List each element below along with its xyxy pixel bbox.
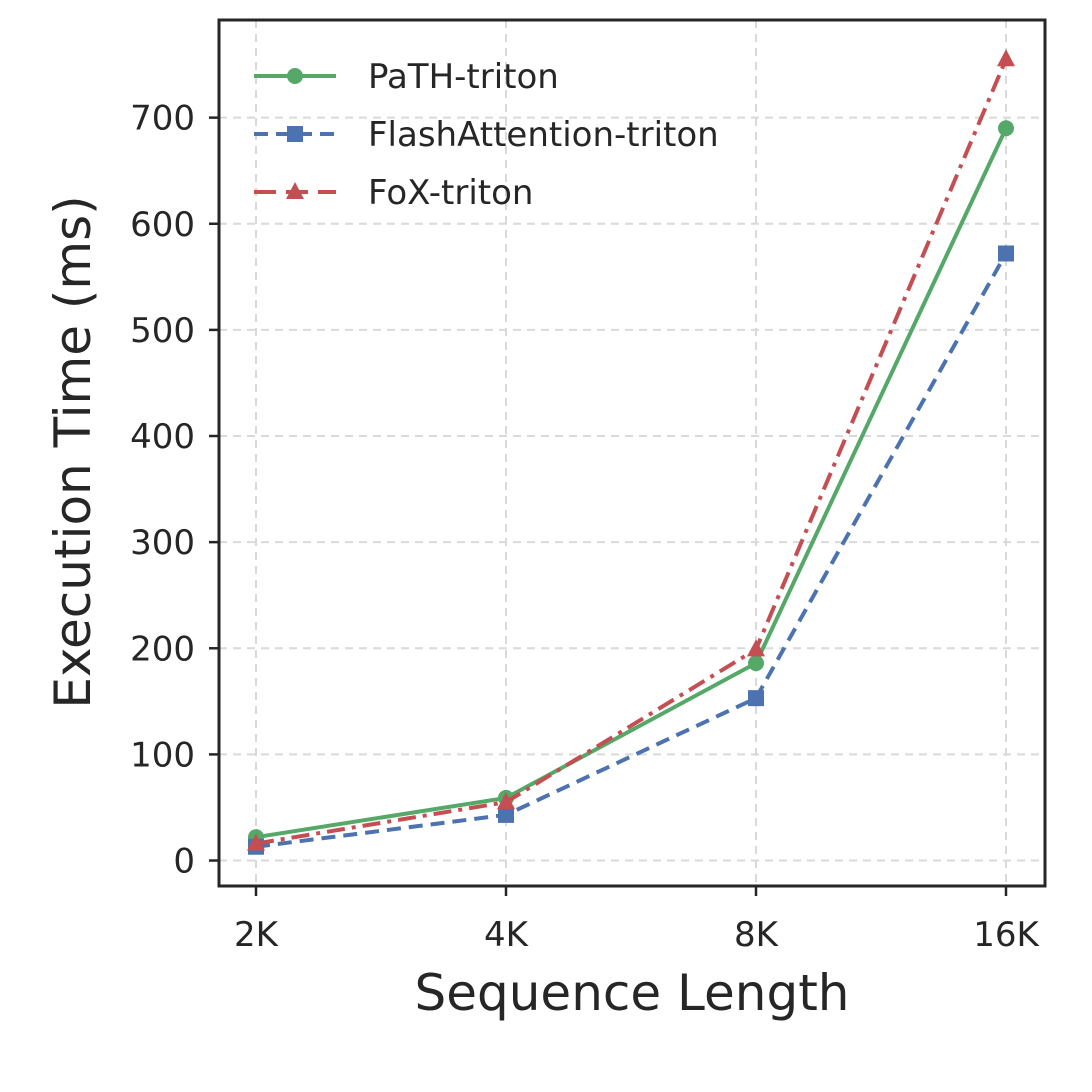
series-path-triton [248,120,1014,846]
data-point [747,639,765,657]
data-point [998,245,1014,262]
legend-item: PaTH-triton [254,57,559,97]
y-axis-label: Execution Time (ms) [44,195,102,708]
series-line [255,58,1008,846]
data-point [498,806,514,823]
x-axis-label: Sequence Length [415,964,850,1022]
x-tick-label: 2K [234,915,280,955]
y-tick-label: 700 [130,99,195,139]
data-point [998,120,1014,137]
series-fox-triton [247,49,1015,851]
series-line [255,252,1008,849]
x-tick-label: 8K [734,915,780,955]
y-axis-ticks: 0 100 200 300 400 500 600 700 [130,99,219,882]
y-tick-label: 500 [130,311,195,351]
legend-item: FlashAttention-triton [254,115,719,155]
y-tick-label: 300 [130,523,195,563]
grid [219,20,1045,886]
y-tick-label: 100 [130,735,195,775]
data-point [997,49,1015,67]
data-point [748,690,764,707]
y-tick-label: 200 [130,629,195,669]
series-lines [247,49,1015,855]
series-line [255,127,1008,840]
data-point [497,792,515,810]
y-tick-label: 600 [130,205,195,245]
legend: PaTH-triton FlashAttention-triton FoX-trit… [254,57,719,213]
legend-marker [286,182,304,199]
legend-label: FlashAttention-triton [368,115,719,155]
x-tick-label: 16K [973,915,1040,955]
x-tick-label: 4K [484,915,530,955]
y-tick-label: 400 [130,417,195,457]
data-point [748,655,764,672]
x-axis-ticks: 2K 4K 8K 16K [234,886,1040,955]
legend-label: PaTH-triton [368,57,559,97]
legend-item: FoX-triton [254,173,533,213]
legend-label: FoX-triton [368,173,533,213]
data-point [247,833,265,851]
y-tick-label: 0 [173,842,195,882]
legend-marker [287,126,303,142]
series-flashattention-triton [248,245,1014,855]
plot-frame [217,18,1047,888]
legend-marker [287,68,303,84]
